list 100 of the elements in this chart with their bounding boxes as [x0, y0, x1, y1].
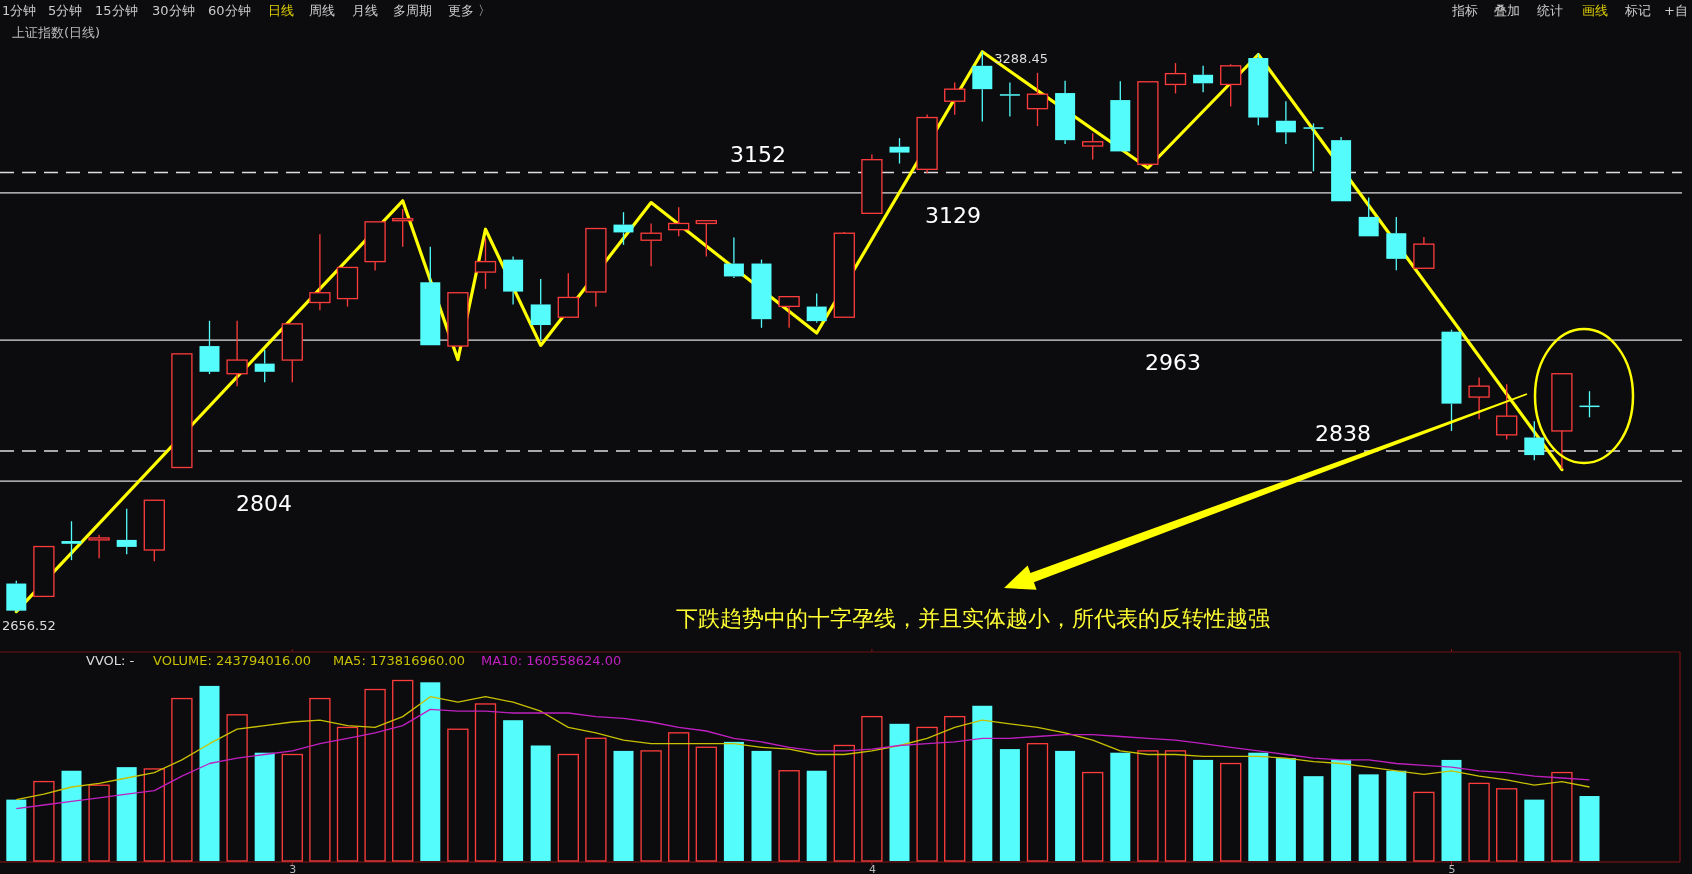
- bar: [1275, 758, 1296, 861]
- bar: [1386, 770, 1407, 861]
- bar: [640, 750, 662, 862]
- bar: [1303, 776, 1324, 861]
- bar: [1468, 782, 1490, 862]
- candlestick: [309, 233, 331, 311]
- candlestick: [916, 113, 938, 174]
- bar: [1164, 750, 1187, 862]
- text: 月线: [352, 3, 378, 18]
- text: 周线: [309, 3, 335, 18]
- bar: [199, 685, 220, 861]
- bar: [916, 726, 938, 862]
- bar: [1551, 771, 1573, 862]
- text: MA10: 160558624.00: [481, 653, 622, 668]
- bar: [778, 770, 800, 862]
- bar: [1358, 774, 1379, 861]
- ref-line-label: 3129: [925, 202, 981, 228]
- x-tick-label: 3: [289, 863, 297, 874]
- bar: [392, 679, 414, 862]
- bar: [530, 745, 551, 861]
- bar: [1524, 799, 1545, 861]
- bar: [1413, 791, 1435, 862]
- candlestick: [503, 255, 524, 306]
- text: 标记: [1624, 3, 1651, 18]
- bar: [281, 753, 303, 862]
- bar: [1082, 771, 1104, 862]
- bar: [1441, 759, 1462, 861]
- bar: [1220, 762, 1242, 862]
- text: 统计: [1537, 3, 1563, 18]
- bar: [1193, 759, 1214, 861]
- candlestick: [1055, 79, 1076, 145]
- candlestick: [999, 81, 1020, 118]
- bar: [585, 737, 607, 862]
- text: 画线: [1582, 3, 1608, 18]
- bar: [1110, 752, 1131, 861]
- text: 60分钟: [208, 3, 251, 18]
- ref-line-label: 2963: [1145, 350, 1201, 376]
- candlestick: [640, 222, 662, 267]
- bar: [420, 682, 441, 861]
- text: 1分钟: [2, 3, 37, 18]
- bar: [503, 720, 524, 861]
- bar: [33, 780, 55, 862]
- text: 15分钟: [95, 3, 138, 18]
- bar: [557, 753, 579, 862]
- ref-line-label: 2838: [1315, 421, 1371, 446]
- bar: [695, 746, 717, 862]
- text: 5分钟: [48, 3, 83, 18]
- bar: [309, 697, 331, 862]
- text: VOLUME: 243794016.00: [153, 653, 312, 668]
- bar: [613, 750, 634, 861]
- bar: [806, 770, 827, 861]
- bar: [364, 688, 386, 862]
- bar: [1331, 759, 1352, 861]
- bar: [1496, 788, 1518, 862]
- annotation: 3288.45: [994, 51, 1049, 67]
- text: 更多 〉: [448, 3, 492, 18]
- bar: [88, 784, 110, 862]
- x-tick-label: 4: [868, 863, 876, 874]
- bar: [751, 750, 772, 861]
- candlestick: [226, 320, 248, 387]
- bar: [116, 767, 137, 861]
- bar: [336, 726, 359, 862]
- text: MA5: 173816960.00: [333, 653, 466, 668]
- ref-line-label: 3152: [730, 142, 786, 168]
- bar: [889, 723, 910, 861]
- bar: [447, 728, 469, 862]
- x-tick-label: 5: [1448, 863, 1456, 874]
- text: VVOL: -: [86, 653, 135, 668]
- candlestick: [1193, 65, 1214, 93]
- bar: [1055, 750, 1076, 861]
- text: 2656.52: [2, 618, 56, 633]
- bar: [999, 749, 1020, 861]
- bar: [61, 770, 82, 861]
- text: 多周期: [393, 3, 432, 18]
- text: 指标: [1451, 3, 1478, 18]
- bar: [972, 705, 993, 861]
- candlestick: [723, 236, 744, 279]
- annotation: 下跌趋势中的十字孕线，并且实体越小，所代表的反转性越强: [676, 606, 1270, 631]
- bar: [1137, 750, 1159, 862]
- chart-title: 上证指数(日线): [12, 25, 101, 40]
- bar: [143, 768, 165, 862]
- text: +自: [1664, 3, 1688, 18]
- text: 30分钟: [152, 3, 195, 18]
- bar: [474, 703, 497, 862]
- text: 日线: [268, 3, 294, 18]
- bar: [668, 732, 690, 862]
- candlestick: [1468, 376, 1490, 420]
- bar: [944, 715, 966, 862]
- bar: [171, 697, 193, 862]
- bar: [254, 752, 275, 861]
- candlestick: [1275, 100, 1296, 145]
- bar: [723, 741, 744, 861]
- bar: [1579, 796, 1600, 861]
- text: 叠加: [1494, 3, 1520, 18]
- bar: [6, 799, 27, 861]
- bar: [226, 714, 248, 862]
- bar: [1248, 752, 1269, 861]
- ref-line-label: 2804: [236, 491, 292, 517]
- bar: [1026, 743, 1049, 862]
- bar: [861, 715, 883, 862]
